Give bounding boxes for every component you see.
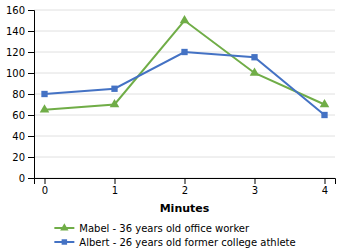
y-tick-mark	[28, 94, 34, 95]
y-tick-mark	[28, 73, 34, 74]
series-marker	[320, 99, 330, 107]
legend-swatch-marker	[60, 223, 68, 230]
x-tick-label: 3	[252, 185, 258, 196]
grid-line	[34, 94, 335, 95]
x-tick-mark	[255, 178, 256, 184]
y-tick-label: 120	[6, 47, 25, 58]
y-tick-label: 20	[12, 152, 25, 163]
x-tick: 3	[252, 178, 258, 196]
x-tick-label: 0	[42, 185, 48, 196]
y-tick-mark	[28, 31, 34, 32]
grid-line	[34, 115, 335, 116]
y-tick: 120	[6, 47, 34, 58]
legend-item: Mabel - 36 years old office worker	[54, 223, 250, 234]
y-tick-mark	[28, 115, 34, 116]
marks	[40, 15, 330, 118]
y-tick-label: 160	[6, 5, 25, 16]
y-tick-mark	[28, 52, 34, 53]
y-tick-mark	[28, 157, 34, 158]
y-tick: 60	[12, 110, 34, 121]
y-tick-mark	[28, 10, 34, 11]
x-axis-line	[35, 179, 336, 185]
chart: 01234020406080100120140160MinutesMabel -…	[0, 0, 350, 250]
series-marker	[181, 49, 187, 55]
y-tick: 140	[6, 26, 34, 37]
grid-line	[34, 10, 335, 11]
series-marker	[250, 67, 260, 75]
x-axis-title: Minutes	[160, 202, 210, 215]
grid-line	[34, 157, 335, 158]
y-tick-label: 0	[19, 173, 25, 184]
x-tick: 4	[322, 178, 328, 196]
x-tick-label: 1	[112, 185, 118, 196]
x-tick-mark	[115, 178, 116, 184]
y-axis-line	[28, 11, 35, 179]
plot: 01234020406080100120140160	[6, 5, 336, 196]
y-tick-mark	[28, 178, 34, 179]
legend-swatch-marker	[62, 239, 67, 244]
y-tick: 40	[12, 131, 34, 142]
x-tick: 2	[182, 178, 188, 196]
x-tick-mark	[325, 178, 326, 184]
grid-line	[34, 136, 335, 137]
y-axis: 0 20 40 60 80 100 120 140 160	[6, 5, 35, 184]
x-tick-mark	[45, 178, 46, 184]
series-marker	[41, 91, 47, 97]
x-tick-mark	[185, 178, 186, 184]
grid-line	[34, 31, 335, 32]
y-tick: 20	[12, 152, 34, 163]
y-tick: 160	[6, 5, 34, 16]
y-tick-label: 140	[6, 26, 25, 37]
y-tick: 0	[19, 173, 34, 184]
legend-label: Albert - 26 years old former college ath…	[79, 237, 295, 248]
legend-item: Albert - 26 years old former college ath…	[54, 237, 295, 248]
series-marker	[111, 86, 117, 92]
series-marker	[321, 112, 327, 118]
y-tick-label: 40	[12, 131, 25, 142]
series-marker	[251, 54, 257, 60]
x-axis: 0 1 2 3 4	[35, 178, 336, 196]
y-tick-label: 80	[12, 89, 25, 100]
x-tick: 1	[112, 178, 118, 196]
y-tick-label: 60	[12, 110, 25, 121]
series-marker	[180, 15, 190, 23]
series-marker	[110, 99, 120, 107]
y-tick-label: 100	[6, 68, 25, 79]
series-marker	[40, 104, 50, 112]
legend: Mabel - 36 years old office worker Albert…	[54, 223, 295, 248]
x-tick-label: 2	[182, 185, 188, 196]
grid	[34, 10, 335, 178]
legend-label: Mabel - 36 years old office worker	[79, 223, 250, 234]
x-tick: 0	[42, 178, 48, 196]
series-line	[45, 52, 325, 115]
y-tick: 100	[6, 68, 34, 79]
y-tick: 80	[12, 89, 34, 100]
series-line	[45, 21, 325, 110]
y-tick-mark	[28, 136, 34, 137]
grid-line	[34, 73, 335, 74]
x-tick-label: 4	[322, 185, 328, 196]
